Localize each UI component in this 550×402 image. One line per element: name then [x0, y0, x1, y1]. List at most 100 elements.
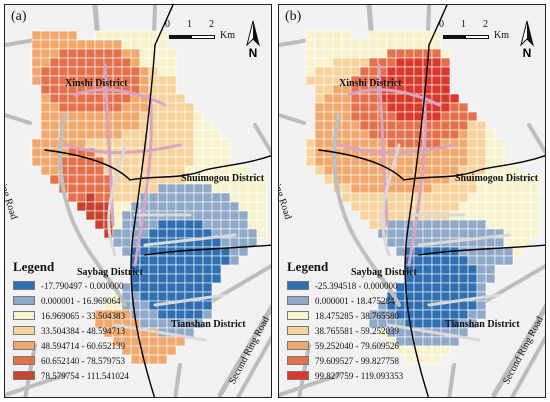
road-line	[427, 293, 501, 307]
grid-cell	[211, 255, 222, 266]
grid-cell	[386, 93, 397, 104]
grid-cell	[157, 84, 168, 95]
grid-cell	[112, 201, 123, 212]
grid-cell	[323, 75, 334, 86]
grid-cell	[130, 165, 141, 176]
grid-cell	[130, 138, 141, 149]
grid-cell	[485, 201, 496, 212]
grid-cell	[323, 39, 334, 50]
grid-cell	[256, 219, 267, 230]
scale-unit: Km	[220, 30, 235, 41]
grid-cell	[431, 201, 442, 212]
grid-cell	[359, 102, 370, 113]
grid-cell	[485, 273, 496, 284]
road-line	[491, 303, 545, 397]
grid-cell	[305, 48, 316, 59]
grid-cell	[130, 156, 141, 167]
grid-cell	[440, 219, 451, 230]
legend-item: 59.252040 - 79.609526	[287, 338, 447, 353]
grid-cell	[323, 156, 334, 167]
grid-cell	[67, 102, 78, 113]
legend: Legend -17.790497 - 0.000000 0.000001 - 1…	[13, 259, 173, 383]
grid-cell	[386, 237, 397, 248]
grid-cell	[386, 48, 397, 59]
grid-cell	[314, 39, 325, 50]
grid-cell	[175, 273, 186, 284]
grid-cell	[121, 237, 132, 248]
grid-cell	[40, 111, 51, 122]
grid-cell	[368, 48, 379, 59]
grid-cell	[202, 273, 213, 284]
road-line	[332, 113, 401, 307]
road-line	[428, 5, 448, 46]
grid-cell	[193, 246, 204, 257]
grid-cell	[449, 192, 460, 203]
grid-cell	[247, 201, 258, 212]
grid-cell	[395, 57, 406, 68]
grid-cell	[220, 183, 231, 194]
grid-cell	[332, 102, 343, 113]
grid-cell	[67, 57, 78, 68]
grid-cell	[377, 30, 388, 41]
grid-cell	[85, 102, 96, 113]
grid-cell	[458, 111, 469, 122]
road-line	[154, 5, 174, 46]
grid-cell	[350, 183, 361, 194]
grid-cell	[121, 246, 132, 257]
grid-cell	[359, 111, 370, 122]
grid-cell	[314, 147, 325, 158]
grid-cell	[202, 138, 213, 149]
grid-cell	[503, 210, 514, 221]
grid-cell	[202, 183, 213, 194]
grid-cell	[229, 210, 240, 221]
grid-cell	[85, 48, 96, 59]
grid-cell	[458, 138, 469, 149]
grid-cell	[413, 102, 424, 113]
grid-cell	[467, 129, 478, 140]
grid-cell	[323, 129, 334, 140]
grid-cell	[40, 48, 51, 59]
grid-cell	[503, 255, 514, 266]
grid-cell	[121, 192, 132, 203]
grid-cell	[314, 84, 325, 95]
grid-cell	[148, 192, 159, 203]
grid-cell	[58, 66, 69, 77]
grid-cell	[332, 66, 343, 77]
legend-label: -25.394518 - 0.000000	[315, 280, 398, 291]
grid-cell	[67, 39, 78, 50]
grid-cell	[139, 156, 150, 167]
grid-cell	[58, 48, 69, 59]
grid-cell	[431, 228, 442, 239]
road-line	[58, 113, 127, 307]
grid-cell	[449, 156, 460, 167]
grid-cell	[458, 129, 469, 140]
legend-item: 99.827759 - 119.093353	[287, 368, 447, 383]
legend-item: 0.000001 - 18.475284	[287, 293, 447, 308]
grid-cell	[157, 201, 168, 212]
legend-item: 48.594714 - 60.652139	[13, 338, 173, 353]
grid-cell	[449, 201, 460, 212]
grid-cell	[314, 120, 325, 131]
grid-cell	[139, 30, 150, 41]
grid-cell	[404, 138, 415, 149]
grid-cell	[350, 57, 361, 68]
grid-cell	[76, 174, 87, 185]
grid-cell	[467, 318, 478, 329]
grid-cell	[112, 93, 123, 104]
grid-cell	[323, 30, 334, 41]
legend-swatch	[287, 371, 309, 380]
grid-cell	[467, 246, 478, 257]
grid-cell	[49, 147, 60, 158]
grid-cell	[211, 237, 222, 248]
grid-cell	[449, 147, 460, 158]
grid-cell	[359, 93, 370, 104]
grid-cell	[521, 210, 532, 221]
legend-swatch	[13, 296, 35, 305]
grid-cell	[350, 66, 361, 77]
legend-item: 79.609527 - 99.827758	[287, 353, 447, 368]
north-arrow-icon: N	[515, 19, 539, 60]
grid-cell	[467, 228, 478, 239]
grid-cell	[157, 165, 168, 176]
grid-cell	[341, 66, 352, 77]
grid-cell	[314, 93, 325, 104]
